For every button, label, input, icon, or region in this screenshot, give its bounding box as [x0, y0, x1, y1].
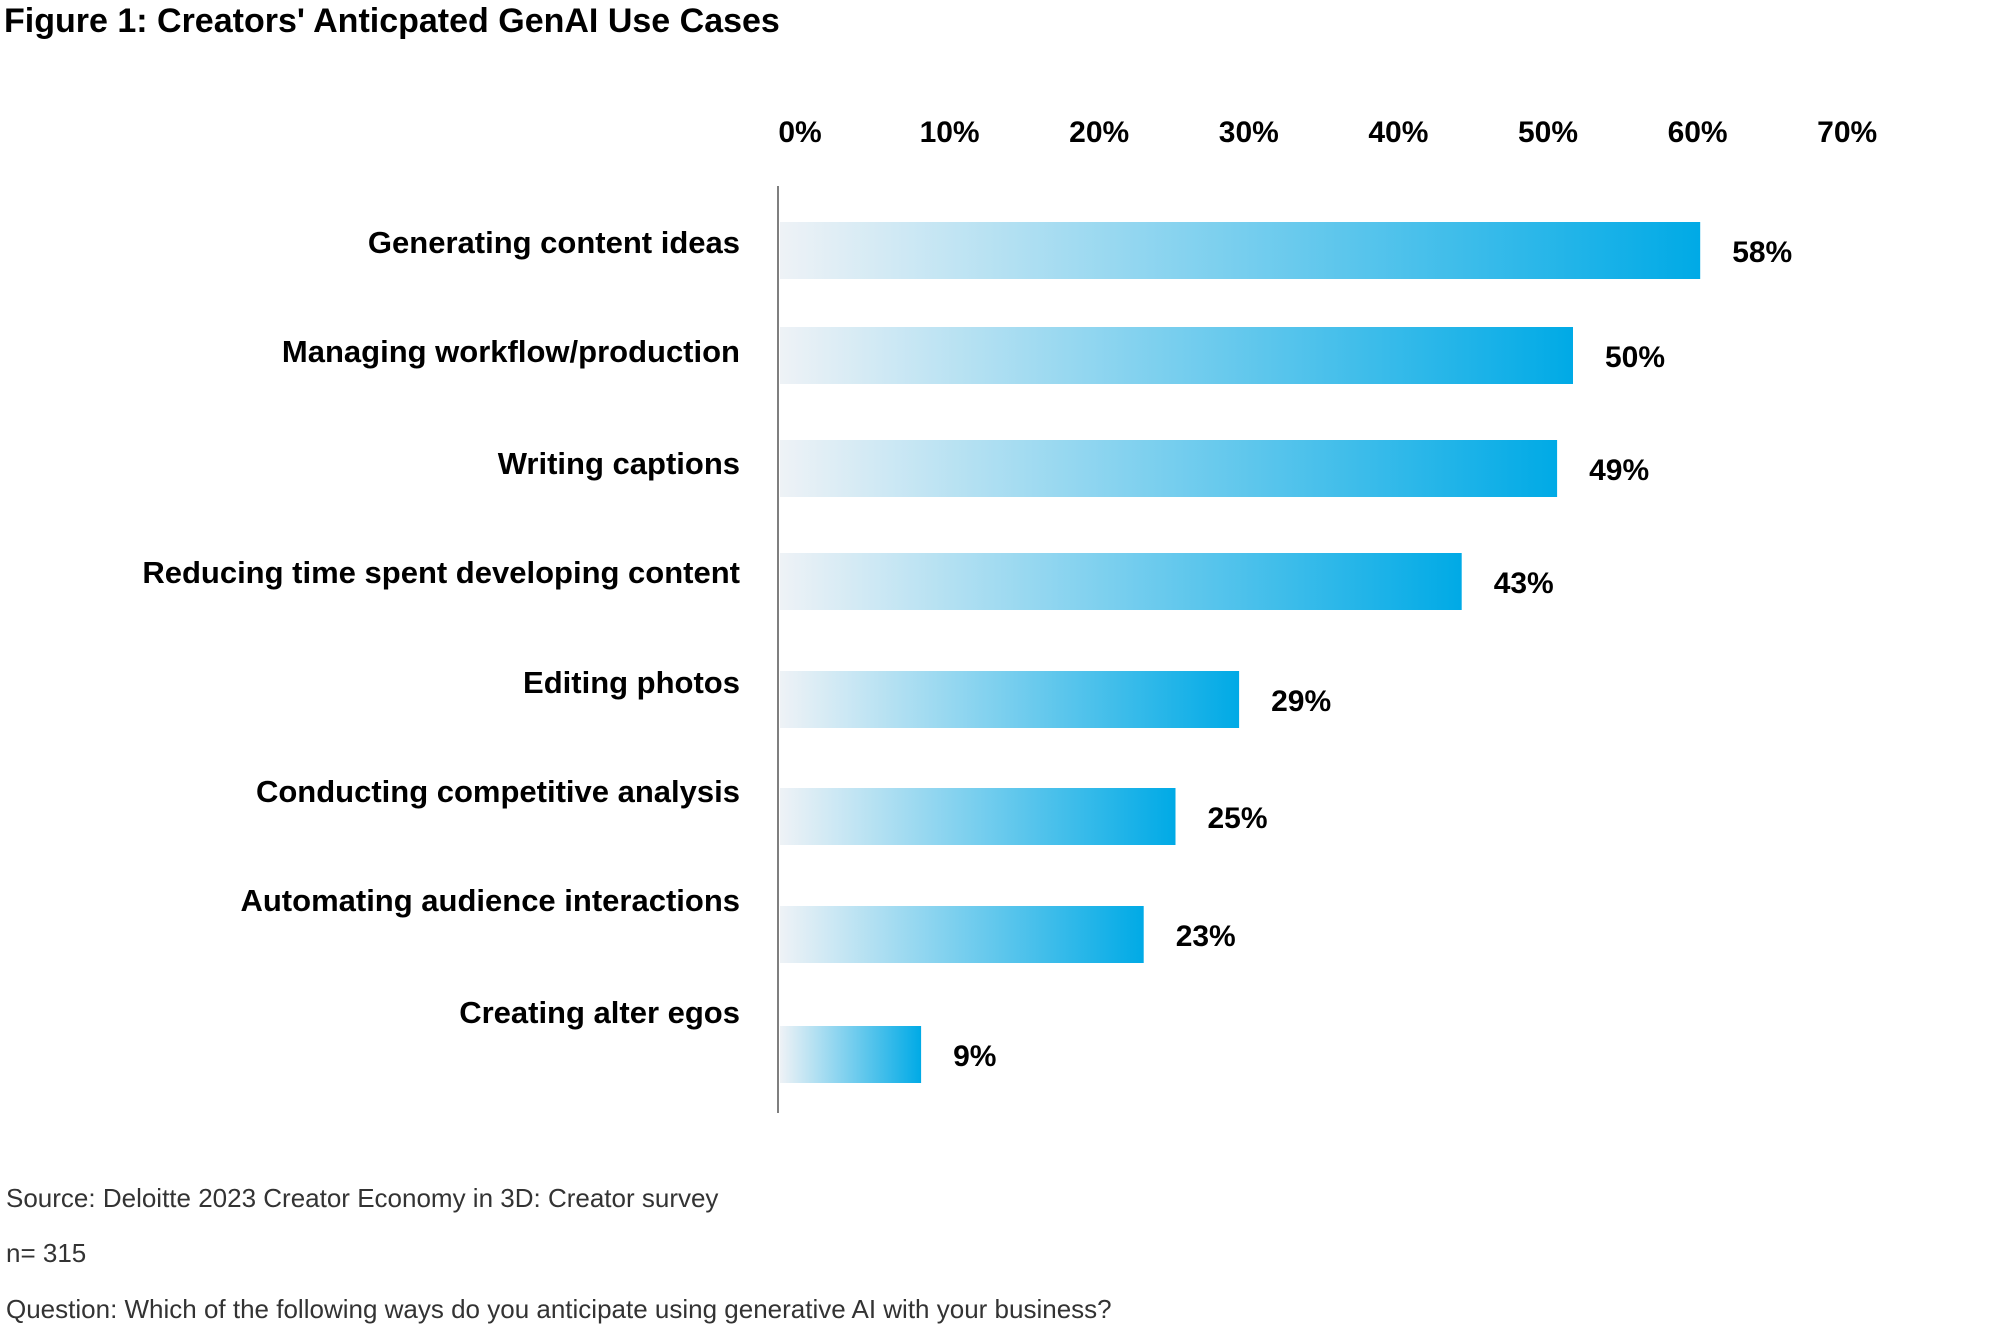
category-label: Reducing time spent developing content — [142, 555, 740, 590]
value-label: 58% — [1732, 236, 1792, 269]
x-tick-label: 70% — [1817, 116, 1877, 149]
x-tick-label: 60% — [1668, 116, 1728, 149]
x-tick-label: 50% — [1518, 116, 1578, 149]
value-label: 9% — [953, 1040, 996, 1073]
value-label: 23% — [1176, 920, 1236, 953]
bar — [780, 222, 1701, 279]
category-label: Conducting competitive analysis — [256, 774, 740, 809]
value-label: 43% — [1494, 567, 1554, 600]
bar-chart: 0% 10% 20% 30% 40% 50% 60% 70% 58% Generating co… — [142, 116, 1877, 1113]
bar — [780, 906, 1144, 963]
bar — [780, 788, 1176, 845]
x-tick-label: 10% — [920, 116, 980, 149]
bar — [780, 327, 1573, 384]
x-tick-label: 20% — [1069, 116, 1129, 149]
value-label: 49% — [1589, 454, 1649, 487]
x-tick-label: 30% — [1219, 116, 1279, 149]
source-note: Source: Deloitte 2023 Creator Economy in… — [6, 1183, 719, 1213]
bar — [780, 671, 1240, 728]
category-label: Writing captions — [498, 446, 740, 481]
bar — [780, 553, 1462, 610]
value-label: 50% — [1605, 341, 1665, 374]
chart-title: Figure 1: Creators' Anticpated GenAI Use… — [4, 2, 780, 40]
x-tick-label: 40% — [1368, 116, 1428, 149]
category-label: Generating content ideas — [368, 225, 740, 260]
x-tick-label: 0% — [778, 116, 821, 149]
bar — [780, 1026, 922, 1083]
question-note: Question: Which of the following ways do… — [6, 1294, 1112, 1324]
category-label: Managing workflow/production — [282, 334, 740, 369]
value-label: 25% — [1208, 802, 1268, 835]
category-label: Automating audience interactions — [240, 883, 740, 918]
category-label: Editing photos — [523, 665, 740, 700]
bar — [780, 440, 1558, 497]
sample-size-note: n= 315 — [6, 1238, 87, 1268]
value-label: 29% — [1271, 685, 1331, 718]
category-label: Creating alter egos — [459, 995, 740, 1030]
